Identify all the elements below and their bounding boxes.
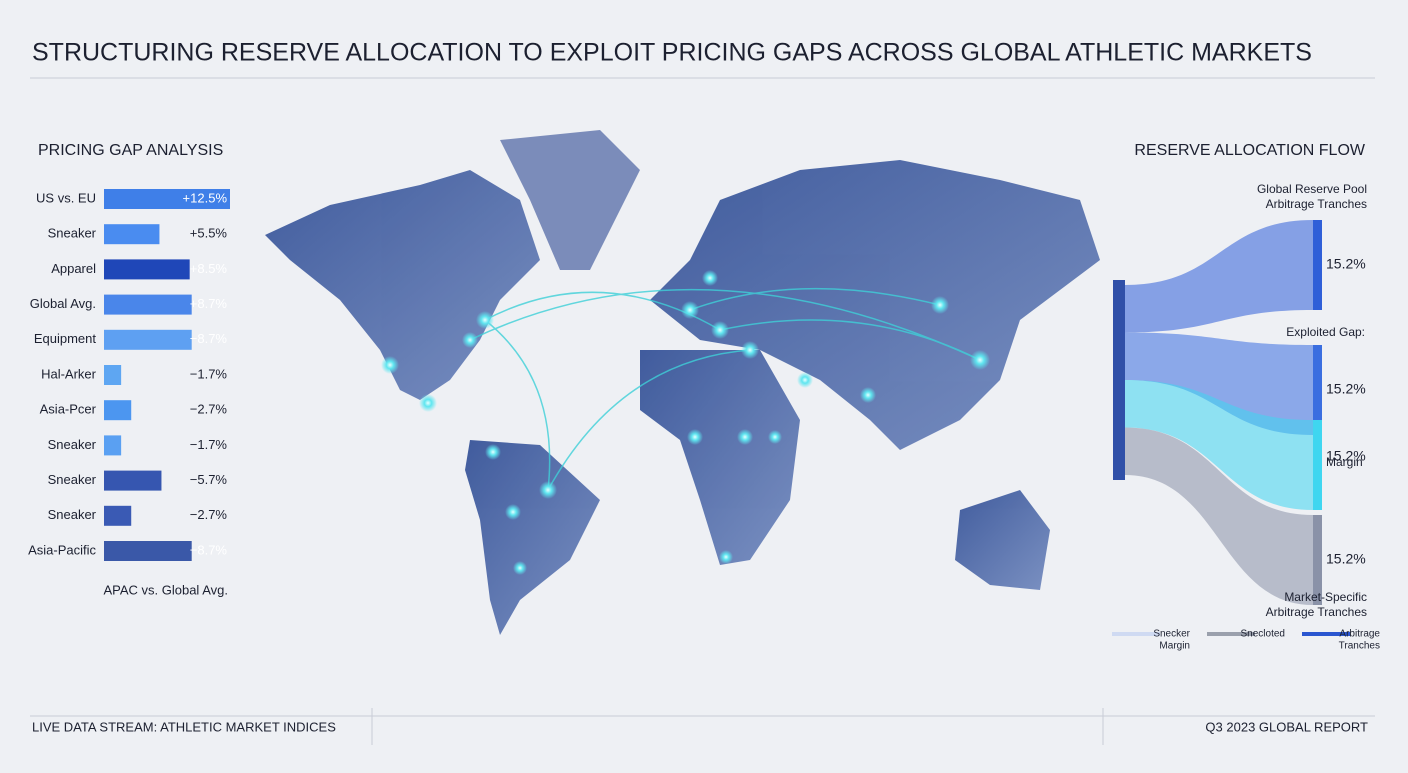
footer-left: LIVE DATA STREAM: ATHLETIC MARKET INDICE… [32, 719, 336, 734]
value-label: +8.5% [190, 261, 228, 276]
category-label: Hal-Arker [41, 366, 97, 381]
category-label: Sneaker [48, 226, 97, 241]
target-bar [1313, 220, 1322, 310]
flow-value: 15.2% [1326, 381, 1366, 397]
bar [104, 400, 132, 421]
value-label: +8.7% [190, 296, 228, 311]
category-label: Asia-Pcer [40, 402, 97, 417]
value-label: −1.7% [190, 366, 228, 381]
target-bar [1313, 345, 1322, 435]
flow-band [1125, 332, 1313, 435]
legend-label: Margin [1159, 641, 1190, 652]
bar [104, 329, 192, 350]
market-nodes [381, 270, 990, 575]
category-label: Sneaker [48, 507, 97, 522]
flow-note: Margin [1326, 455, 1363, 469]
flow-band [1125, 220, 1313, 333]
value-label: −8.7% [190, 331, 228, 346]
bar [104, 470, 162, 491]
category-label: Apparel [51, 261, 96, 276]
flow-value: 15.2% [1326, 256, 1366, 272]
category-label: Sneaker [48, 472, 97, 487]
footer-right: Q3 2023 GLOBAL REPORT [1205, 719, 1368, 734]
flow-note: Exploited Gap: [1286, 325, 1365, 339]
value-label: +12.5% [183, 190, 228, 205]
value-label: −2.7% [190, 402, 228, 417]
source-label: Global Reserve Pool [1257, 182, 1367, 196]
source-label: Arbitrage Tranches [1266, 197, 1367, 211]
category-label: Equipment [34, 331, 97, 346]
flow-band [1125, 380, 1313, 510]
category-label: US vs. EU [36, 190, 96, 205]
bar [104, 189, 230, 209]
bar [104, 294, 192, 315]
value-label: +5.5% [190, 226, 228, 241]
value-label: −2.7% [190, 507, 228, 522]
flow-value: 15.2% [1326, 448, 1366, 464]
chart-note: APAC vs. Global Avg. [103, 582, 228, 597]
value-label: −5.7% [190, 472, 228, 487]
flow-value: 15.2% [1326, 551, 1366, 567]
trade-arcs [469, 287, 981, 491]
legend-label: Snecloted [1241, 629, 1285, 640]
category-label: Asia-Pacific [28, 542, 96, 557]
panel-title: PRICING GAP ANALYSIS [38, 142, 223, 159]
value-label: −8.7% [190, 542, 228, 557]
bar [104, 259, 190, 280]
target-bar [1313, 420, 1322, 510]
category-label: Sneaker [48, 437, 97, 452]
legend-label: Snecker [1153, 629, 1190, 640]
bar [104, 541, 192, 561]
bar [104, 365, 122, 385]
flow-note: Arbitrage Tranches [1266, 605, 1367, 619]
page-title: STRUCTURING RESERVE ALLOCATION TO EXPLOI… [32, 39, 1312, 67]
bar [104, 505, 132, 526]
category-label: Global Avg. [30, 296, 96, 311]
flow-note: Market-Specific [1284, 590, 1367, 604]
world-map [265, 130, 1100, 635]
bar [104, 435, 122, 456]
value-label: −1.7% [190, 437, 228, 452]
source-bar [1113, 280, 1125, 480]
target-bar [1313, 515, 1322, 605]
bar [104, 224, 160, 245]
panel-title: RESERVE ALLOCATION FLOW [1134, 142, 1365, 159]
legend-label: Arbitrage [1339, 629, 1380, 640]
flow-band [1125, 427, 1313, 605]
legend-label: Tranches [1339, 641, 1380, 652]
